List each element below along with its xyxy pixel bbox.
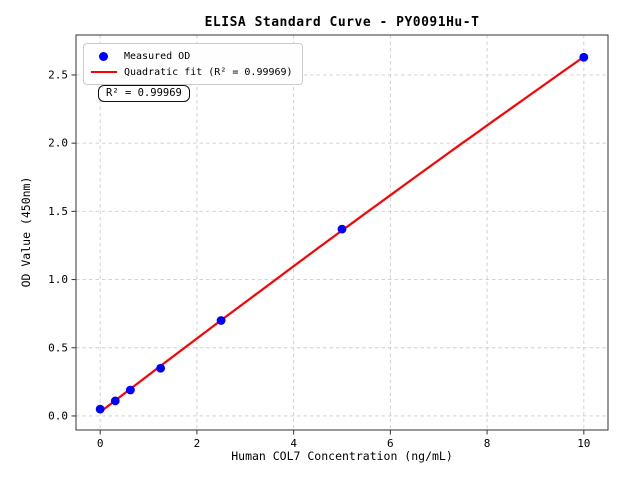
data-point	[156, 363, 166, 373]
data-point	[110, 396, 120, 406]
x-tick-label: 0	[97, 437, 104, 450]
data-points-group	[95, 52, 589, 414]
legend-item-measured-od: Measured OD	[90, 48, 293, 64]
axis-ticks	[71, 74, 585, 435]
y-tick-label: 0.5	[48, 341, 68, 354]
plot-border	[75, 34, 609, 431]
x-tick-label: 2	[194, 437, 201, 450]
y-tick-label: 1.5	[48, 205, 68, 218]
x-tick-label: 6	[387, 437, 394, 450]
legend-label: Quadratic fit (R² = 0.99969)	[124, 66, 293, 78]
data-point	[579, 52, 589, 62]
data-point	[337, 224, 347, 234]
y-tick-label: 2.5	[48, 68, 68, 81]
r-squared-annotation: R² = 0.99969	[98, 85, 190, 102]
legend-scatter-marker-icon	[90, 51, 117, 61]
x-tick-label: 8	[484, 437, 491, 450]
legend-line-marker-icon	[90, 70, 117, 74]
y-tick-label: 2.0	[48, 137, 68, 150]
legend-label: Measured OD	[124, 50, 191, 62]
fit-line-group	[99, 55, 585, 413]
legend-item-quadratic-fit: Quadratic fit (R² = 0.99969)	[90, 64, 293, 80]
gridlines	[76, 35, 608, 430]
axis-tick-labels: 0 2 4 6 8 10 0.0 0.5 1.0 1.5 2.0 2.5	[48, 68, 590, 450]
x-axis-label: Human COL7 Concentration (ng/mL)	[231, 449, 453, 463]
x-tick-label: 10	[577, 437, 590, 450]
data-point	[216, 316, 226, 325]
data-point	[126, 385, 135, 395]
data-point	[95, 404, 105, 414]
legend: Measured OD Quadratic fit (R² = 0.99969)	[83, 43, 303, 85]
chart-title: ELISA Standard Curve - PY0091Hu-T	[204, 15, 480, 30]
fit-line	[99, 55, 585, 413]
x-tick-label: 4	[290, 437, 297, 450]
y-tick-label: 1.0	[48, 273, 68, 286]
y-axis-label: OD Value (450nm)	[19, 176, 33, 288]
y-tick-label: 0.0	[48, 409, 68, 422]
